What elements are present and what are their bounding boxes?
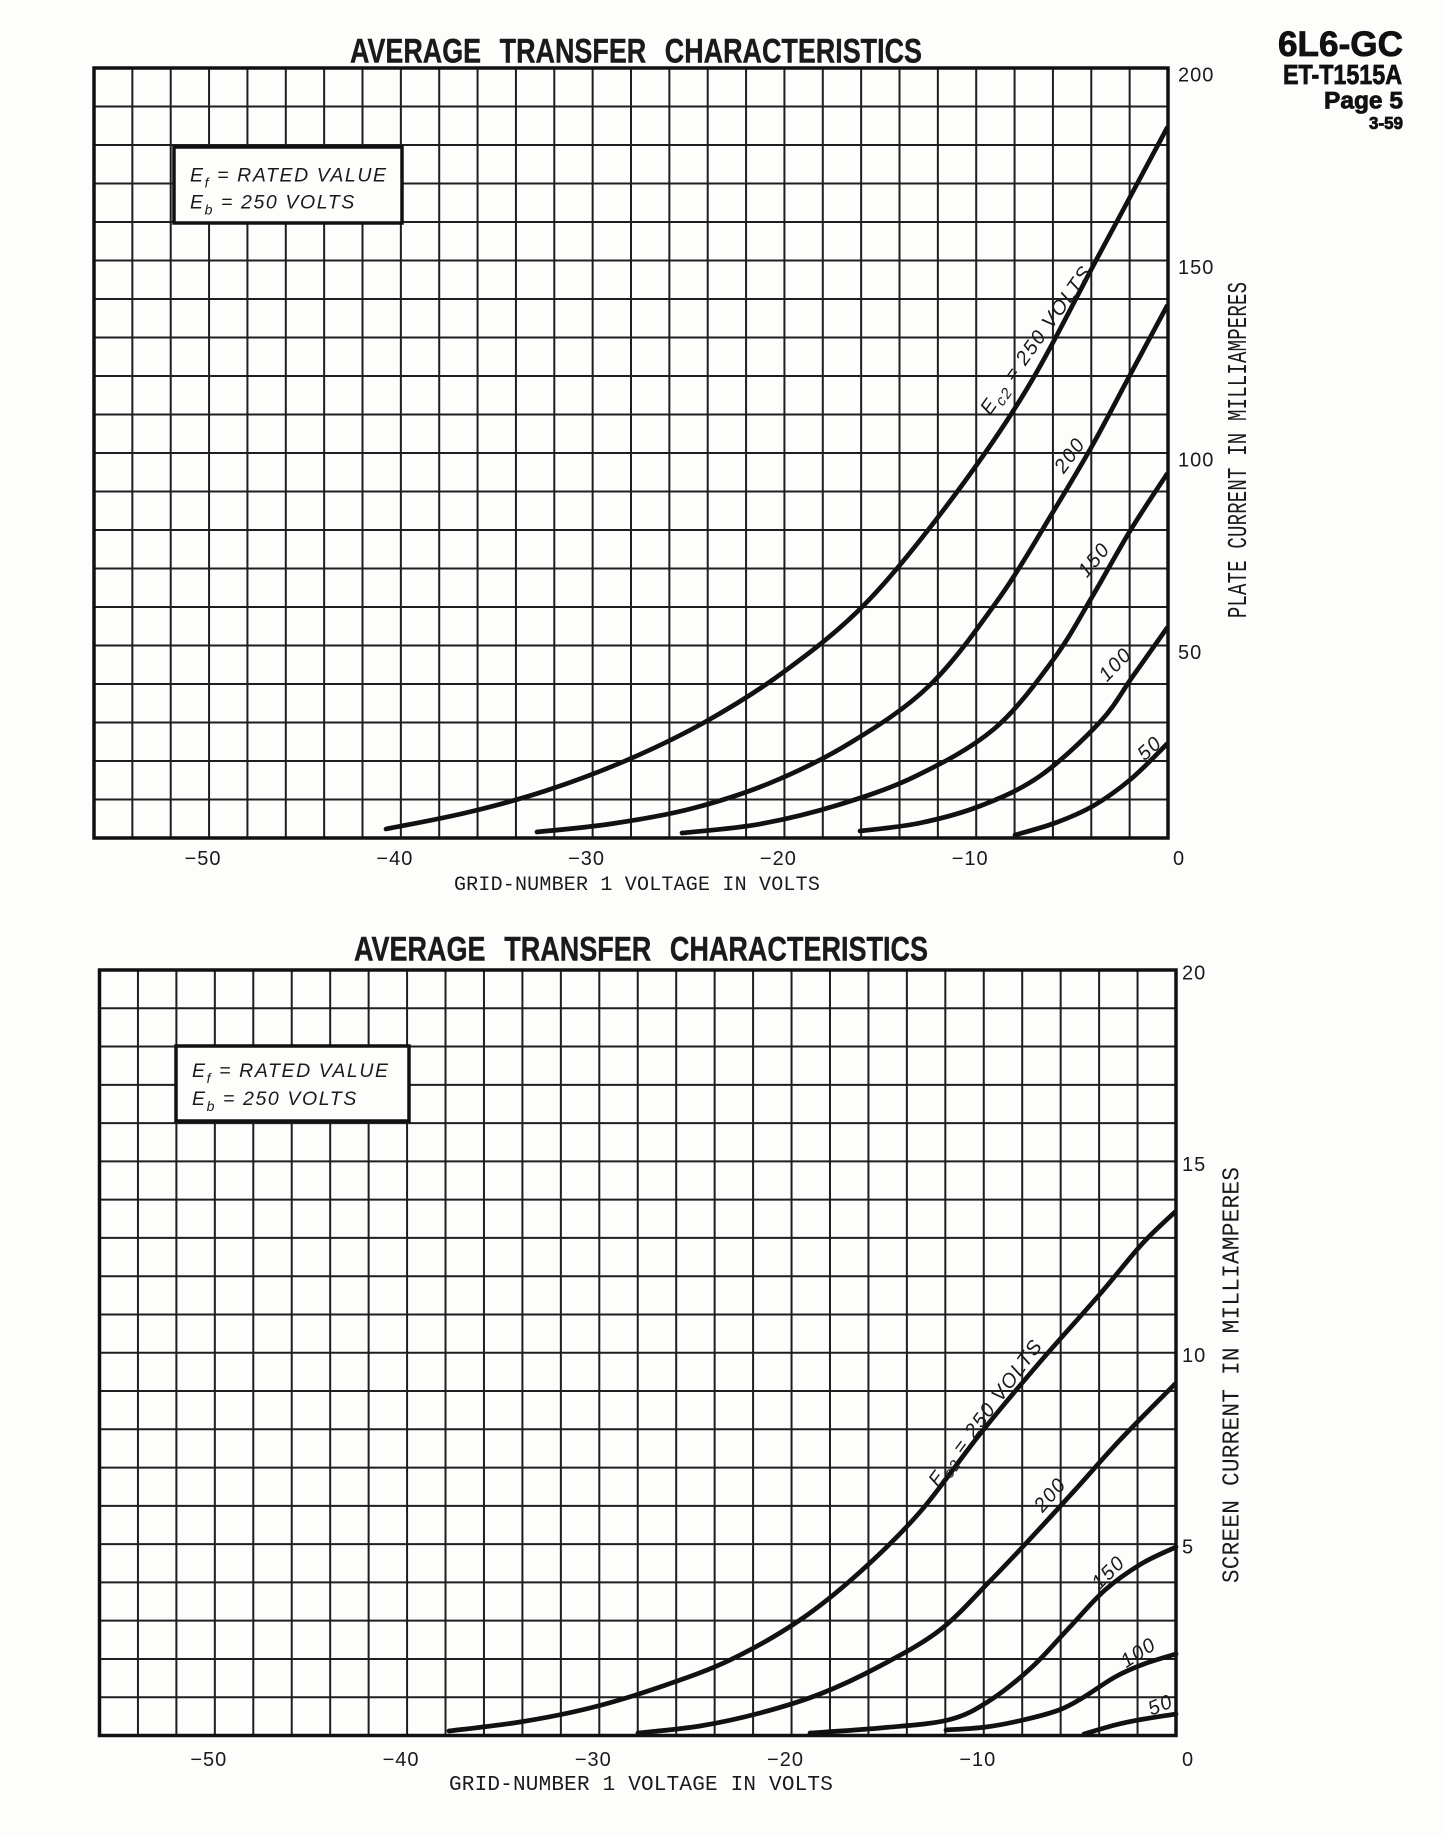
svg-text:Ef = RATED VALUE: Ef = RATED VALUE	[192, 1060, 390, 1086]
svg-text:150: 150	[1178, 257, 1214, 279]
svg-text:5: 5	[1182, 1537, 1194, 1559]
svg-text:−20: −20	[767, 1749, 804, 1771]
svg-text:−40: −40	[376, 848, 413, 870]
svg-text:20: 20	[1182, 963, 1206, 985]
svg-text:ET-T1515A: ET-T1515A	[1283, 59, 1402, 90]
svg-text:50: 50	[1178, 642, 1202, 664]
svg-text:10: 10	[1182, 1345, 1206, 1367]
svg-text:0: 0	[1173, 848, 1185, 870]
svg-text:−20: −20	[760, 848, 797, 870]
svg-text:−30: −30	[575, 1749, 612, 1771]
svg-text:PLATE CURRENT IN MILLIAMPERES: PLATE CURRENT IN MILLIAMPERES	[1225, 282, 1255, 618]
svg-text:Ef = RATED VALUE: Ef = RATED VALUE	[190, 165, 388, 191]
svg-text:SCREEN CURRENT IN MILLIAMPERES: SCREEN CURRENT IN MILLIAMPERES	[1219, 1167, 1247, 1583]
svg-text:Page 5: Page 5	[1324, 88, 1403, 115]
svg-text:AVERAGE TRANSFER CHARACTERISTI: AVERAGE TRANSFER CHARACTERISTICS	[350, 33, 922, 71]
svg-text:Eb = 250 VOLTS: Eb = 250 VOLTS	[190, 192, 356, 218]
svg-text:3-59: 3-59	[1369, 113, 1403, 133]
svg-text:−50: −50	[185, 848, 222, 870]
svg-text:15: 15	[1182, 1154, 1206, 1176]
svg-text:GRID-NUMBER 1 VOLTAGE IN VOLTS: GRID-NUMBER 1 VOLTAGE IN VOLTS	[454, 874, 820, 897]
svg-text:0: 0	[1182, 1749, 1194, 1771]
svg-text:200: 200	[1178, 65, 1214, 87]
svg-text:GRID-NUMBER 1 VOLTAGE IN VOLTS: GRID-NUMBER 1 VOLTAGE IN VOLTS	[449, 1774, 833, 1797]
svg-text:AVERAGE TRANSFER CHARACTERISTI: AVERAGE TRANSFER CHARACTERISTICS	[354, 931, 928, 969]
svg-text:−10: −10	[952, 848, 989, 870]
svg-text:−40: −40	[383, 1749, 420, 1771]
svg-text:−50: −50	[190, 1749, 227, 1771]
svg-text:100: 100	[1178, 450, 1214, 472]
svg-text:6L6-GC: 6L6-GC	[1278, 25, 1403, 64]
svg-text:Eb = 250 VOLTS: Eb = 250 VOLTS	[192, 1088, 358, 1114]
svg-text:−30: −30	[568, 848, 605, 870]
svg-text:−10: −10	[959, 1749, 996, 1771]
